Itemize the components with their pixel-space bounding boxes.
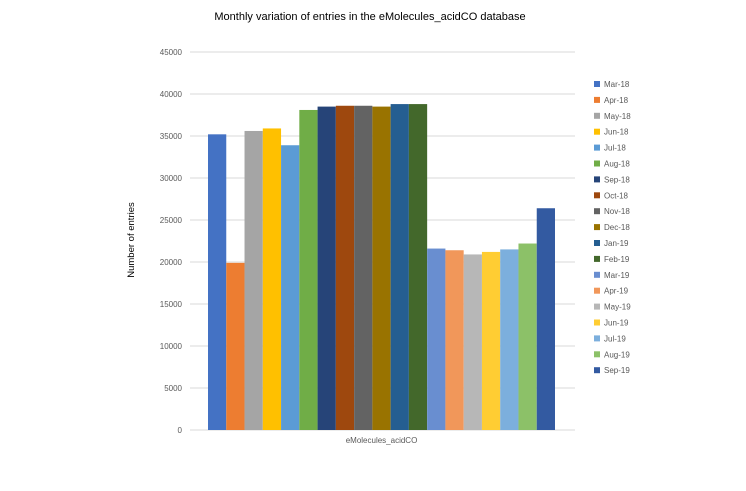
legend-label: Dec-18 [604, 223, 630, 232]
y-tick-label: 40000 [160, 90, 183, 99]
bar-mar-18 [208, 134, 227, 430]
bar-aug-18 [299, 109, 318, 431]
bar-series-group [208, 104, 555, 431]
legend-swatch [594, 144, 600, 151]
legend-label: May-18 [604, 112, 631, 121]
legend-label: Oct-18 [604, 191, 629, 200]
legend-label: Jan-19 [604, 239, 629, 248]
legend: Mar-18 Apr-18 May-18 Jun-18 Jul-18 Aug-18 Sep-… [594, 80, 631, 375]
bar-aug-19 [518, 243, 537, 430]
legend-label: Apr-18 [604, 96, 629, 105]
legend-swatch [594, 240, 600, 246]
legend-label: Sep-18 [604, 175, 630, 184]
bar-nov-18 [354, 105, 373, 430]
legend-swatch [594, 303, 600, 310]
y-tick-label: 25000 [160, 216, 183, 225]
legend-swatch [594, 112, 600, 119]
chart-title: Monthly variation of entries in the eMol… [214, 11, 525, 23]
legend-label: Jun-18 [604, 128, 629, 137]
bar-jul-18 [281, 145, 300, 431]
legend-swatch [594, 96, 600, 103]
bar-apr-19 [445, 250, 464, 430]
legend-swatch [594, 255, 600, 262]
bar-may-18 [244, 130, 263, 430]
bar-feb-19 [408, 104, 428, 430]
legend-swatch [594, 367, 600, 374]
bar-jan-19 [390, 104, 409, 430]
legend-swatch [594, 128, 600, 135]
legend-swatch [594, 335, 600, 342]
legend-swatch [594, 351, 600, 358]
legend-label: Sep-19 [604, 366, 630, 375]
y-tick-label: 15000 [160, 300, 183, 309]
bar-jun-18 [262, 128, 282, 430]
y-tick-label: 0 [178, 426, 183, 435]
legend-swatch [594, 192, 600, 199]
legend-label: Feb-19 [604, 255, 630, 264]
legend-swatch [594, 176, 600, 183]
bar-sep-19 [536, 208, 555, 430]
legend-label: Mar-18 [604, 80, 630, 89]
bar-may-19 [463, 254, 482, 430]
legend-swatch [594, 271, 600, 278]
legend-swatch [594, 208, 600, 215]
x-tick-label: eMolecules_acidCO [346, 436, 418, 445]
y-axis-title: Number of entries [126, 202, 137, 278]
legend-swatch [594, 319, 600, 326]
bar-mar-19 [427, 248, 446, 430]
bar-sep-18 [317, 106, 336, 430]
y-tick-label: 20000 [160, 258, 183, 267]
x-axis-tick-labels: eMolecules_acidCO [346, 436, 418, 445]
bar-oct-18 [335, 105, 355, 430]
legend-label: Mar-19 [604, 271, 630, 280]
y-axis-tick-labels: 0 5000 10000 15000 20000 25000 30000 35000 40000… [160, 48, 183, 435]
legend-swatch [594, 224, 600, 231]
y-tick-label: 45000 [160, 48, 183, 57]
legend-swatch [594, 160, 600, 167]
legend-label: May-19 [604, 303, 631, 312]
bar-jul-19 [500, 249, 519, 430]
legend-label: Nov-18 [604, 207, 630, 216]
legend-label: Aug-19 [604, 350, 630, 359]
bar-dec-18 [372, 106, 391, 430]
bar-apr-18 [226, 262, 245, 430]
y-tick-label: 5000 [164, 384, 182, 393]
legend-swatch [594, 81, 600, 87]
bar-jun-19 [481, 251, 501, 430]
legend-label: Aug-18 [604, 160, 630, 169]
legend-label: Jun-19 [604, 319, 629, 328]
legend-swatch [594, 287, 600, 294]
y-tick-label: 30000 [160, 174, 183, 183]
y-tick-label: 10000 [160, 342, 183, 351]
legend-label: Jul-18 [604, 144, 626, 153]
legend-label: Apr-19 [604, 287, 629, 296]
y-tick-label: 35000 [160, 132, 183, 141]
legend-label: Jul-19 [604, 334, 626, 343]
